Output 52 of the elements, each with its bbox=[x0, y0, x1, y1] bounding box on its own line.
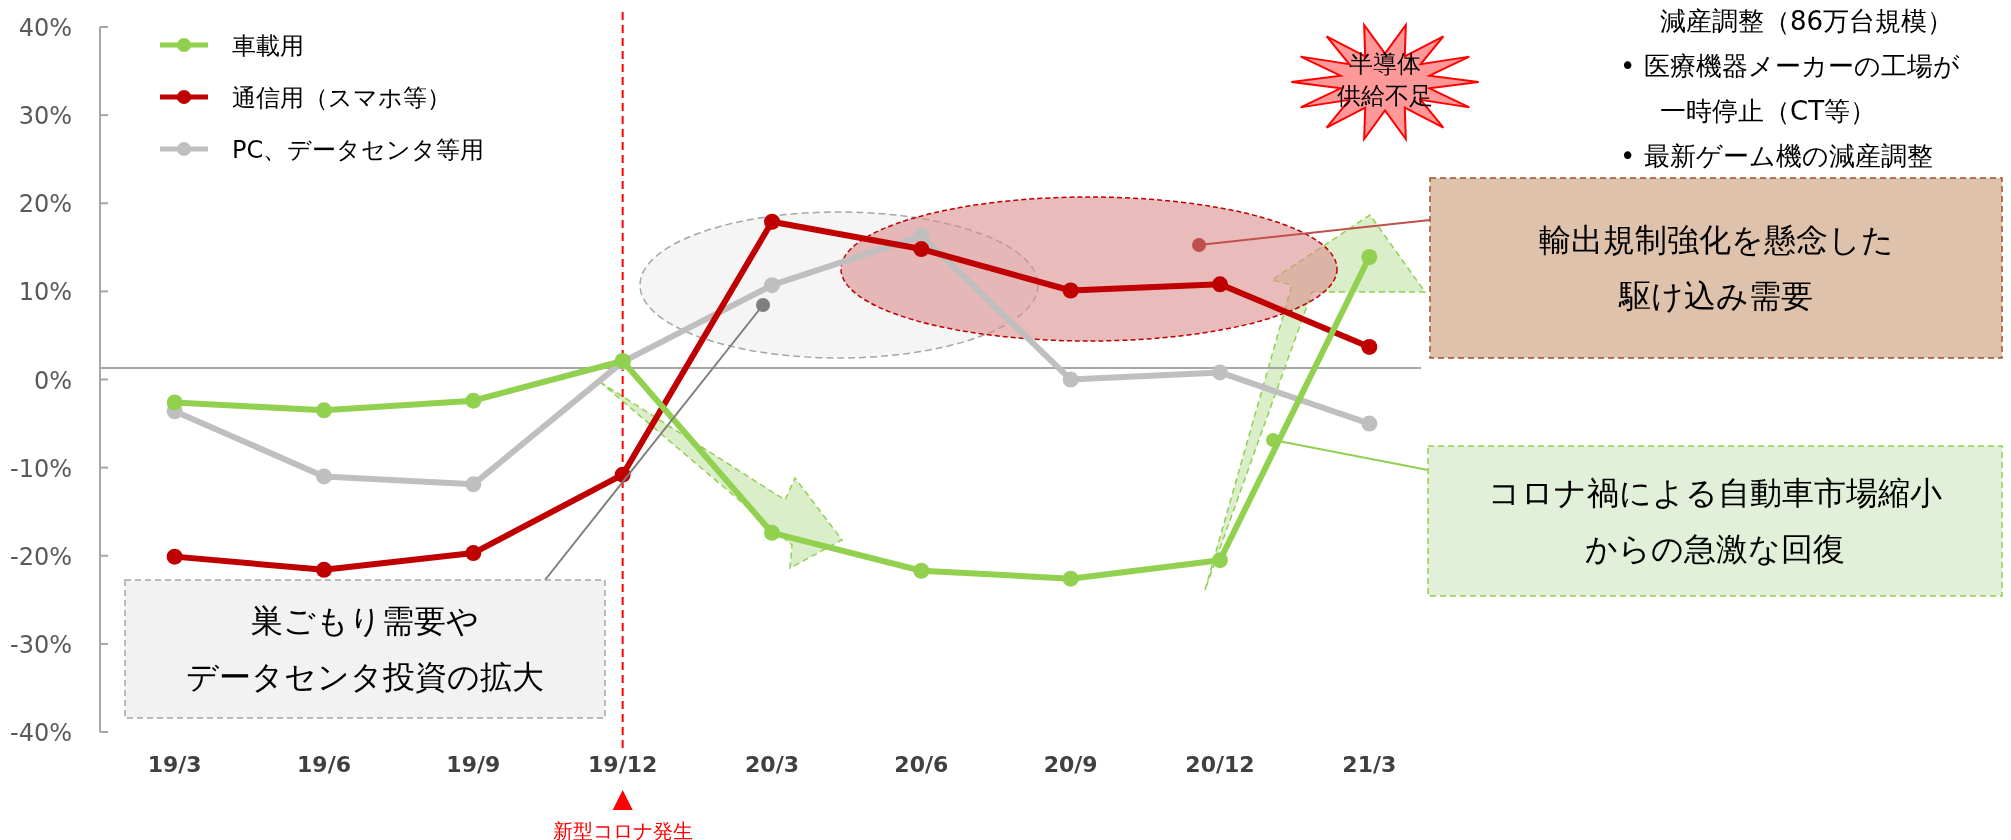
text: コロナ禍による自動車市場縮小からの急激な回復 bbox=[1488, 474, 1942, 569]
point bbox=[764, 277, 780, 294]
y-tick-label: 40% bbox=[18, 14, 72, 42]
point bbox=[1361, 415, 1378, 432]
annotation: 半導体供給不足 bbox=[1337, 50, 1433, 110]
point bbox=[1212, 276, 1228, 293]
point bbox=[166, 394, 183, 411]
point bbox=[1212, 364, 1228, 381]
point bbox=[1212, 552, 1228, 569]
point bbox=[316, 402, 332, 419]
point bbox=[1361, 338, 1378, 355]
point bbox=[1062, 371, 1079, 388]
x-tick-label: 20/6 bbox=[894, 752, 949, 777]
x-tick-label: 20/9 bbox=[1043, 752, 1098, 777]
y-tick-label: 20% bbox=[18, 190, 72, 219]
x-tick-label: 19/12 bbox=[588, 752, 658, 777]
point bbox=[1062, 282, 1079, 299]
text: 減産調整（86万台規模） bbox=[1660, 6, 1954, 36]
y-tick-label: 10% bbox=[18, 278, 72, 307]
legend-label: 車載用 bbox=[232, 32, 304, 60]
y-tick-label: 0% bbox=[33, 366, 72, 395]
annotation: 巣ごもり需要やデータセンタ投資の拡大 bbox=[186, 602, 544, 697]
x-tick-label: 20/3 bbox=[745, 752, 799, 777]
point bbox=[465, 392, 482, 409]
x-tick-label: 21/3 bbox=[1342, 752, 1397, 777]
point bbox=[465, 476, 482, 493]
x-tick-label: 19/3 bbox=[147, 752, 202, 777]
ref-line-label: 新型コロナ発生 bbox=[552, 819, 693, 840]
y-tick-label: 30% bbox=[18, 102, 72, 131]
legend-label: PC、データセンタ等用 bbox=[232, 136, 485, 164]
y-tick-label: -30% bbox=[9, 630, 72, 659]
y-tick-label: -20% bbox=[9, 542, 72, 571]
point bbox=[316, 468, 332, 485]
text: 輸出規制強化を懸念した駆け込み需要 bbox=[1538, 221, 1894, 316]
point bbox=[1062, 570, 1079, 587]
y-tick-label: -40% bbox=[9, 719, 72, 747]
point bbox=[913, 562, 930, 579]
point bbox=[465, 545, 482, 562]
legend-label: 通信用（スマホ等） bbox=[232, 84, 451, 112]
point bbox=[316, 561, 332, 578]
y-tick-label: -10% bbox=[9, 454, 72, 483]
x-tick-label: 20/12 bbox=[1185, 752, 1255, 777]
text: • 医療機器メーカーの工場が一時停止（CT等） bbox=[1620, 51, 1960, 126]
text: • 最新ゲーム機の減産調整 bbox=[1620, 141, 1933, 171]
point bbox=[764, 524, 780, 541]
point bbox=[913, 241, 930, 258]
x-tick-label: 19/9 bbox=[446, 752, 501, 777]
point bbox=[166, 548, 183, 565]
x-tick-label: 19/6 bbox=[297, 752, 351, 777]
point bbox=[764, 213, 780, 230]
point bbox=[1361, 249, 1378, 266]
point bbox=[913, 227, 930, 244]
